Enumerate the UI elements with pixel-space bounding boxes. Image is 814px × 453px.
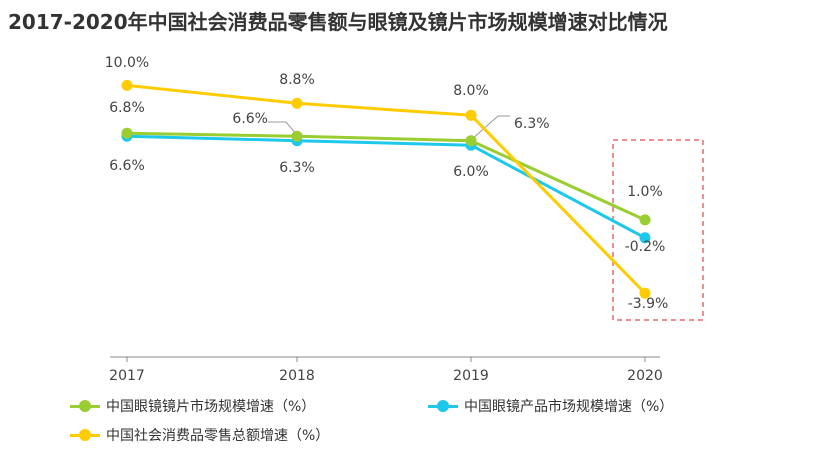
data-point-1-2020 [639,232,651,244]
data-label-2-2018: 8.8% [279,72,315,88]
series-line-0 [126,131,646,222]
data-label-0-2018: 6.6% [232,111,268,127]
highlight-box-2020 [612,139,704,321]
data-point-0-2020 [639,214,651,226]
leader-line-2018-lens [268,121,298,136]
leader-line-2019-lens [470,115,510,141]
data-label-2-2020: -3.9% [628,296,669,312]
legend-item-retail[interactable]: 中国社会消费品零售总额增速（%） [70,425,329,445]
data-label-2-2019: 8.0% [453,83,489,99]
x-tick-label-2020: 2020 [627,368,663,384]
data-label-0-2017: 6.8% [109,100,145,116]
legend-swatch-lens [70,400,100,412]
data-label-1-2017: 6.6% [109,158,145,174]
x-tick-label-2017: 2017 [109,368,145,384]
data-label-2-2017: 10.0% [105,55,149,71]
data-label-1-2019: 6.0% [453,164,489,180]
data-point-2-2019 [465,109,477,121]
chart-title: 2017-2020年中国社会消费品零售额与眼镜及镜片市场规模增速对比情况 [8,10,668,34]
legend-label-lens: 中国眼镜镜片市场规模增速（%） [106,399,316,415]
data-point-0-2019 [465,135,477,147]
data-point-2-2018 [291,97,303,109]
data-point-2-2020 [639,287,651,299]
x-tick-label-2018: 2018 [279,368,315,384]
legend-swatch-product [428,400,458,412]
x-tick-label-2019: 2019 [453,368,489,384]
data-label-1-2020: -0.2% [625,239,666,255]
legend-label-product: 中国眼镜产品市场规模增速（%） [464,399,674,415]
legend-swatch-retail [70,429,100,441]
series-line-2 [126,83,647,295]
data-point-2-2017 [121,79,133,91]
series-line-1 [126,134,646,240]
legend-label-retail: 中国社会消费品零售总额增速（%） [106,428,330,444]
data-label-1-2018: 6.3% [279,160,315,176]
data-point-0-2017 [121,127,133,139]
legend-item-product[interactable]: 中国眼镜产品市场规模增速（%） [428,396,673,416]
data-point-0-2018 [291,130,303,142]
data-label-0-2020: 1.0% [627,184,663,200]
legend-item-lens[interactable]: 中国眼镜镜片市场规模增速（%） [70,396,315,416]
data-label-0-2019: 6.3% [514,116,550,132]
